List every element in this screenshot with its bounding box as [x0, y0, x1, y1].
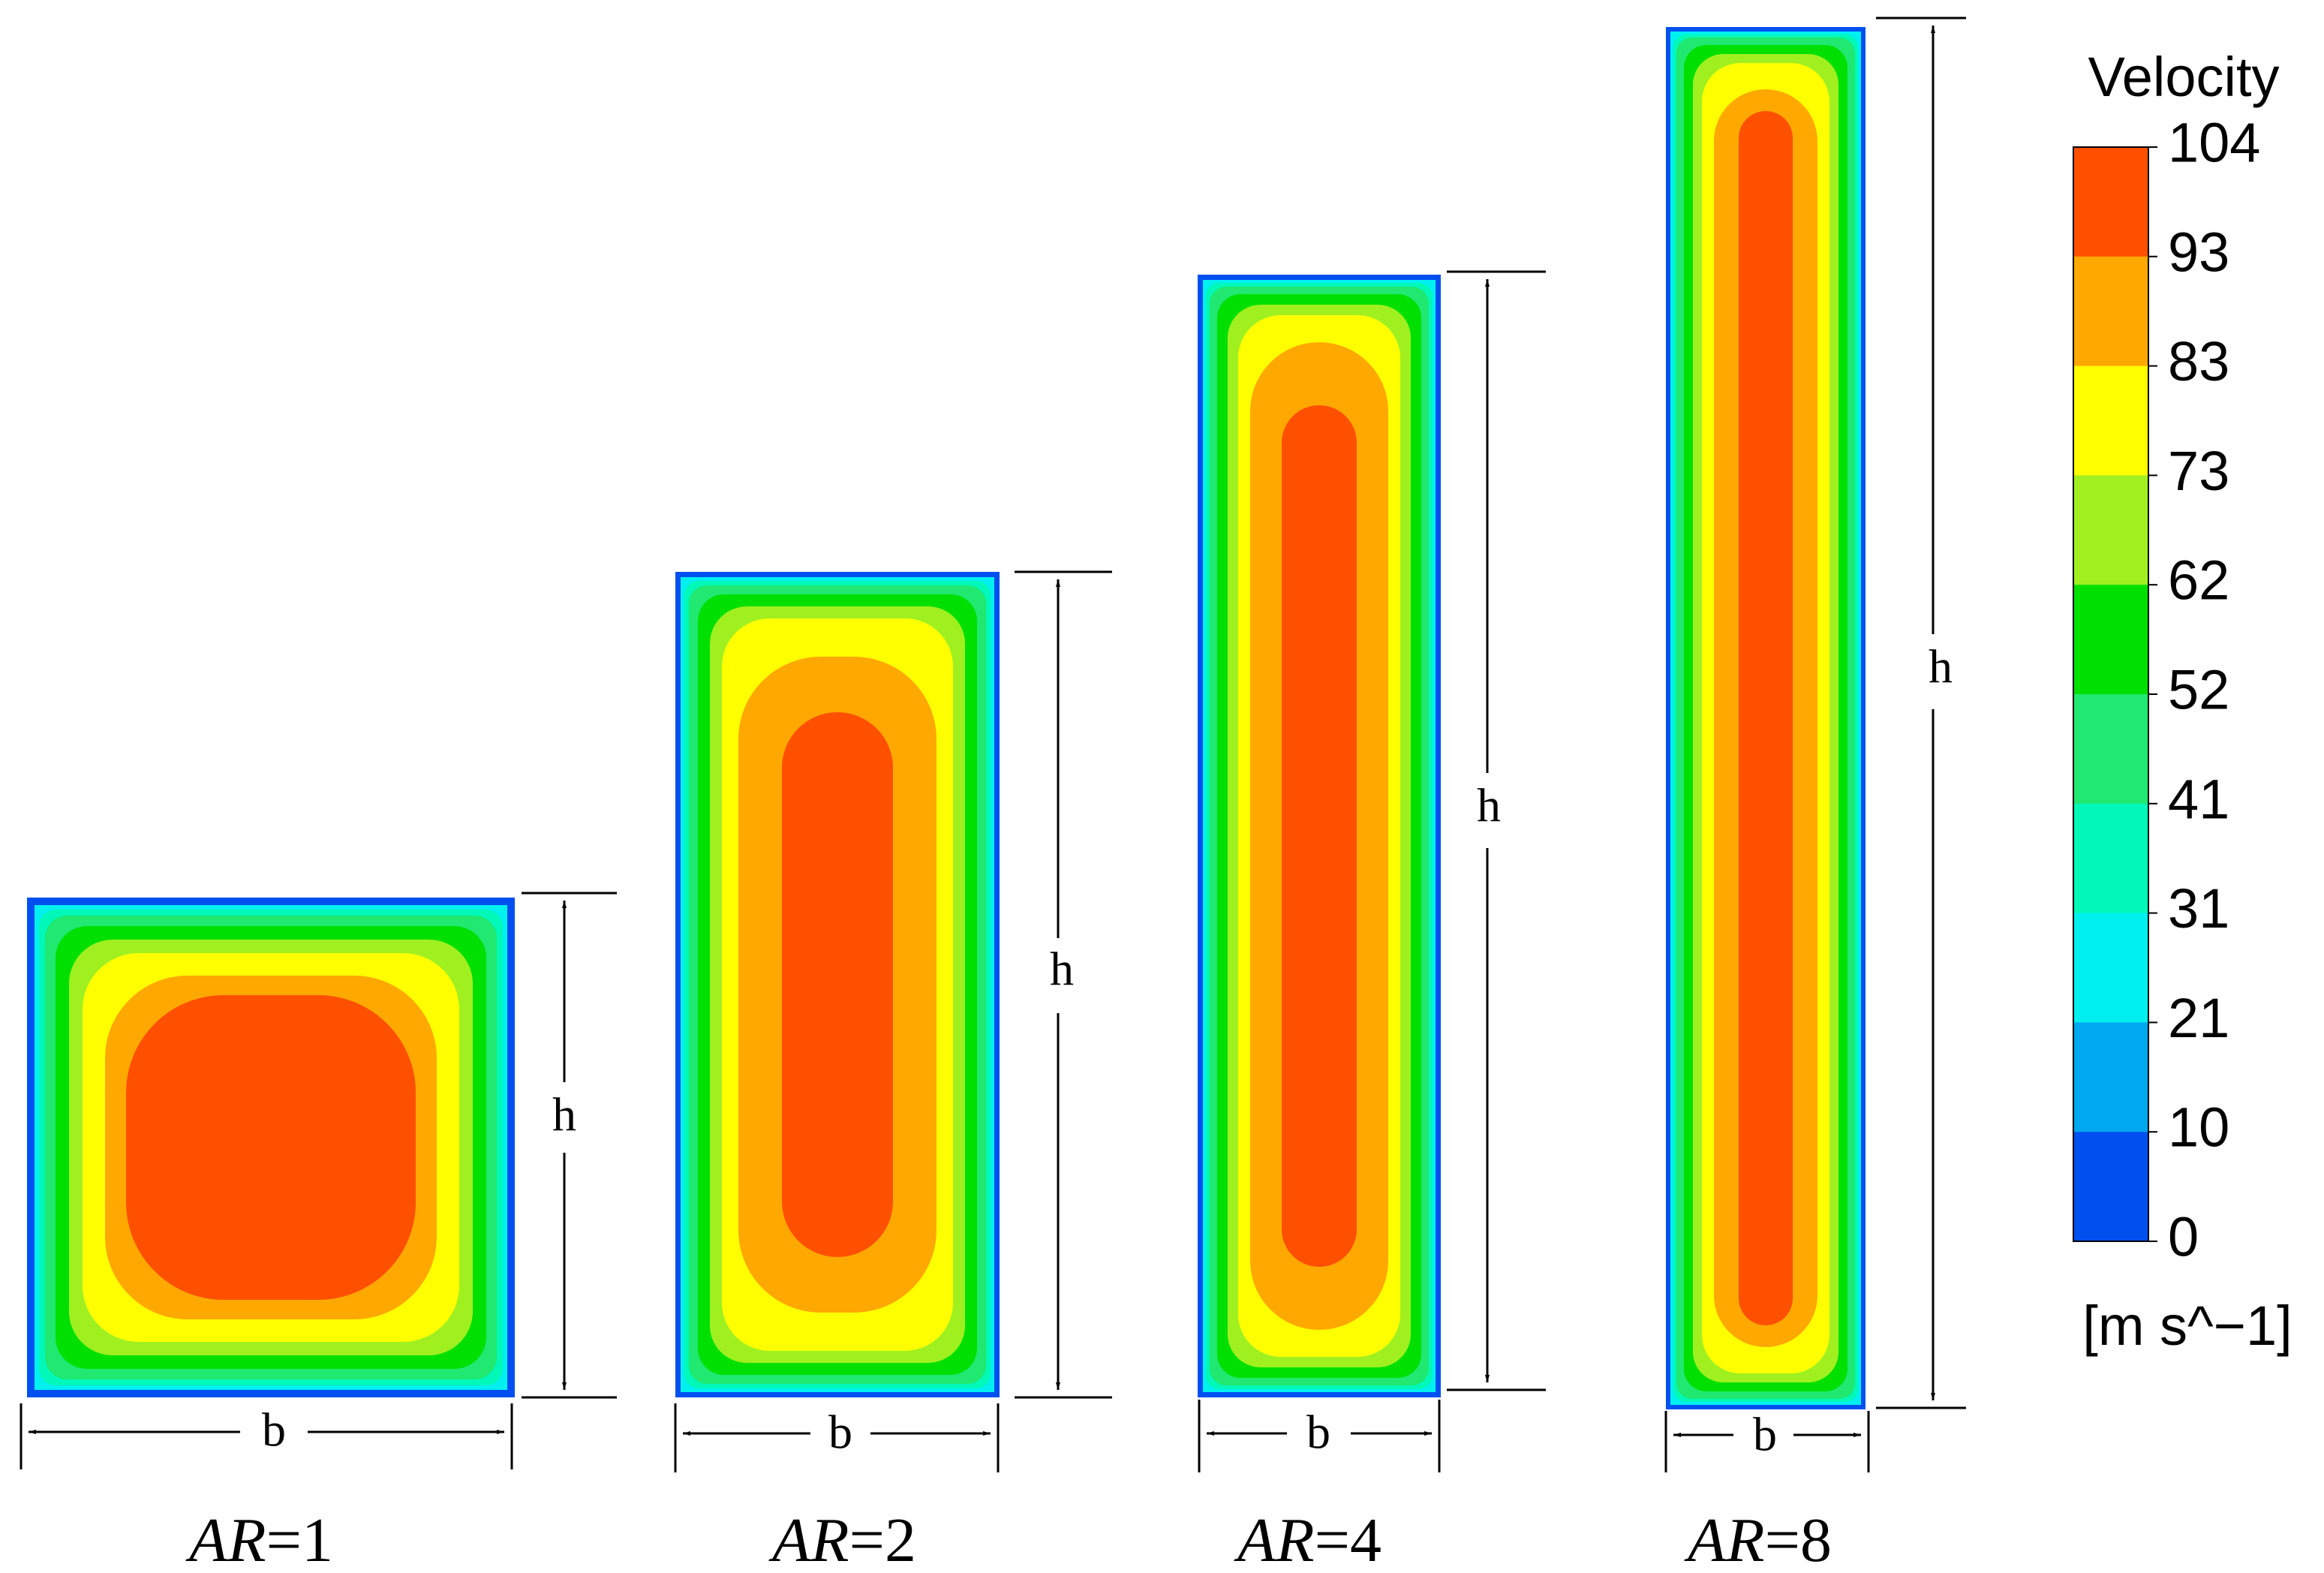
legend-tick-label: 93 [2168, 221, 2229, 283]
dimension-width-ar2 [674, 1403, 1000, 1472]
width-label-ar2: b [828, 1406, 852, 1459]
dimension-width-ar1 [20, 1403, 513, 1469]
contour-panel-ar8 [1666, 27, 1866, 1409]
dimension-width-ar4 [1198, 1400, 1441, 1472]
legend-band-2 [2073, 365, 2148, 476]
height-label-ar4: h [1477, 779, 1501, 832]
contour-level-8 [1739, 111, 1793, 1325]
legend-color-bar [2073, 147, 2148, 1242]
legend-band-5 [2073, 694, 2148, 805]
legend-tick-label: 104 [2168, 112, 2260, 174]
duct-wall-outline [27, 898, 515, 1397]
legend-tick-label: 83 [2168, 330, 2229, 392]
legend-band-8 [2073, 1022, 2148, 1132]
legend-tick-labels: 104 93 83 73 62 52 41 31 21 10 0 [2148, 112, 2260, 1268]
contour-panel-ar2 [675, 572, 1000, 1397]
legend-tick-label: 10 [2168, 1096, 2229, 1159]
legend-band-6 [2073, 803, 2148, 914]
aspect-ratio-label-ar2: AR=2 [768, 1505, 916, 1573]
legend-title: Velocity [2088, 46, 2279, 108]
contour-panel-ar1 [27, 898, 515, 1397]
legend-tick-label: 31 [2168, 877, 2229, 940]
legend-band-9 [2073, 1132, 2148, 1242]
legend-tick-label: 52 [2168, 659, 2229, 721]
contour-panel-ar4 [1198, 275, 1441, 1397]
aspect-ratio-label-ar1: AR=1 [185, 1505, 333, 1573]
duct-wall-outline [675, 572, 1000, 1397]
legend-band-3 [2073, 475, 2148, 585]
duct-wall-outline [1666, 27, 1866, 1409]
dimension-width-ar8 [1664, 1411, 1870, 1472]
height-label-ar2: h [1050, 943, 1074, 996]
legend-tick-label: 62 [2168, 549, 2229, 612]
legend-band-0 [2073, 147, 2148, 257]
height-label-ar8: h [1929, 640, 1953, 693]
legend-band-4 [2073, 585, 2148, 695]
width-label-ar8: b [1753, 1408, 1777, 1461]
dimension-height-ar1 [522, 892, 617, 1399]
aspect-ratio-label-ar4: AR=4 [1234, 1505, 1381, 1573]
contour-level-8 [126, 995, 416, 1300]
width-label-ar1: b [262, 1403, 286, 1457]
legend-band-1 [2073, 256, 2148, 367]
legend-tick-label: 21 [2168, 987, 2229, 1049]
dimension-height-ar2 [1015, 570, 1112, 1399]
contour-level-8 [1282, 405, 1357, 1267]
duct-wall-outline [1198, 275, 1441, 1397]
legend-unit: [m s^−1] [2082, 1295, 2292, 1357]
width-label-ar4: b [1306, 1406, 1330, 1459]
contour-level-8 [782, 712, 893, 1257]
legend-tick-label: 41 [2168, 768, 2229, 830]
velocity-legend: Velocity 104 93 83 73 62 52 41 31 21 10 0 [m s^−1] [2073, 46, 2292, 1357]
legend-tick-label: 0 [2168, 1206, 2199, 1268]
height-label-ar1: h [552, 1088, 576, 1141]
legend-band-7 [2073, 913, 2148, 1023]
aspect-ratio-label-ar8: AR=8 [1684, 1505, 1832, 1573]
dimension-height-ar8 [1876, 17, 1966, 1409]
dimension-height-ar4 [1447, 270, 1546, 1391]
legend-tick-label: 73 [2168, 440, 2229, 502]
